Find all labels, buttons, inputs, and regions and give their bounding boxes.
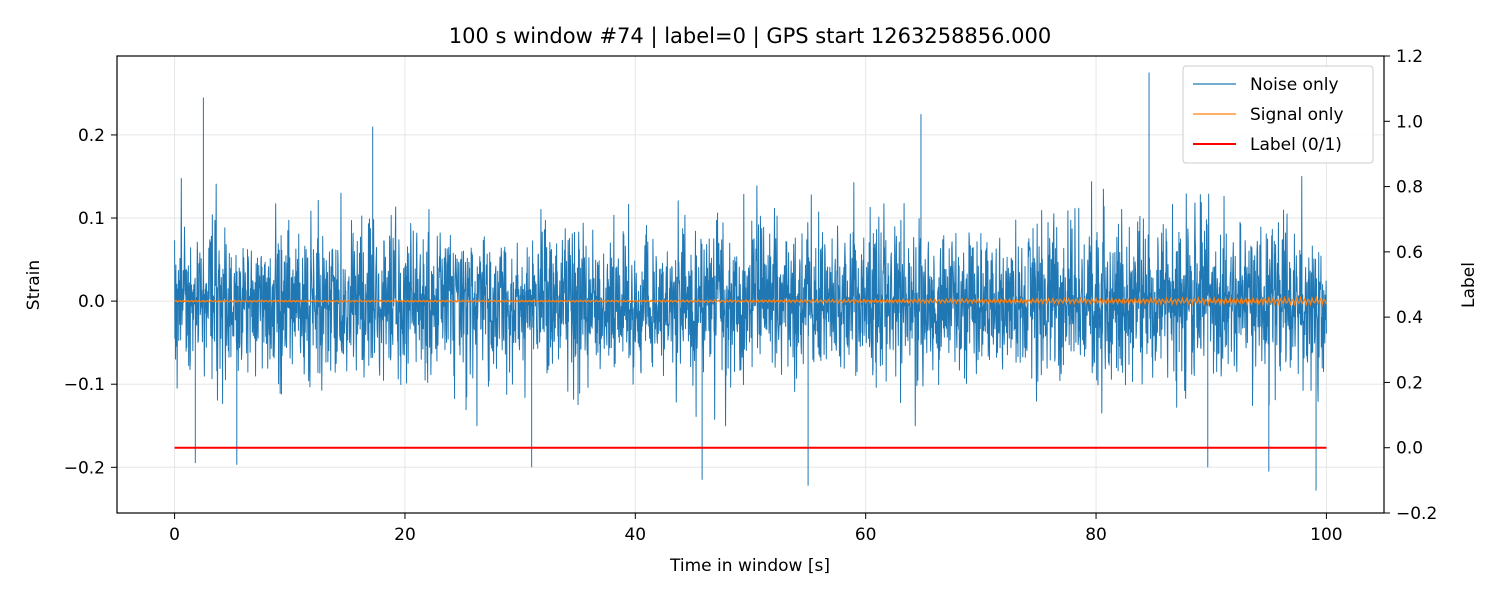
y-axis-left: −0.2 −0.1 0.0 0.1 0.2 xyxy=(64,126,117,478)
legend-label: Noise only xyxy=(1250,75,1339,95)
y2-axis-label: Label xyxy=(1459,262,1479,308)
y-tick-label: 0.1 xyxy=(78,209,105,229)
y2-tick-label: 0.2 xyxy=(1396,373,1423,393)
signal-line xyxy=(174,295,1328,308)
x-axis-label: Time in window [s] xyxy=(669,556,830,576)
x-tick-label: 80 xyxy=(1085,525,1107,545)
x-tick-label: 60 xyxy=(855,525,877,545)
y2-tick-label: 1.0 xyxy=(1396,112,1423,132)
x-tick-label: 40 xyxy=(624,525,646,545)
y2-tick-label: −0.2 xyxy=(1396,504,1437,524)
x-tick-label: 100 xyxy=(1310,525,1342,545)
x-tick-label: 20 xyxy=(394,525,416,545)
y-axis-right: −0.2 0.0 0.2 0.4 0.6 0.8 1.0 1.2 xyxy=(1384,47,1437,524)
noise-line xyxy=(174,72,1327,491)
y-axis-label: Strain xyxy=(24,260,44,310)
y-tick-label: −0.1 xyxy=(64,375,105,395)
y2-tick-label: 0.4 xyxy=(1396,308,1423,328)
series-signal-only xyxy=(174,295,1328,308)
legend-label: Signal only xyxy=(1250,105,1344,125)
legend: Noise only Signal only Label (0/1) xyxy=(1182,65,1374,164)
x-axis: 0 20 40 60 80 100 xyxy=(169,513,1343,545)
plot-frame xyxy=(116,55,1385,514)
legend-box xyxy=(1182,65,1374,164)
series-noise-only xyxy=(174,72,1327,491)
legend-label: Label (0/1) xyxy=(1250,135,1342,155)
chart-title: 100 s window #74 | label=0 | GPS start 1… xyxy=(449,24,1052,49)
y2-tick-label: 1.2 xyxy=(1396,47,1423,67)
y2-tick-label: 0.0 xyxy=(1396,439,1423,459)
x-tick-label: 0 xyxy=(169,525,180,545)
y-tick-label: 0.0 xyxy=(78,292,105,312)
y2-tick-label: 0.6 xyxy=(1396,243,1423,263)
y-tick-label: 0.2 xyxy=(78,126,105,146)
y2-tick-label: 0.8 xyxy=(1396,178,1423,198)
y-tick-label: −0.2 xyxy=(64,458,105,478)
